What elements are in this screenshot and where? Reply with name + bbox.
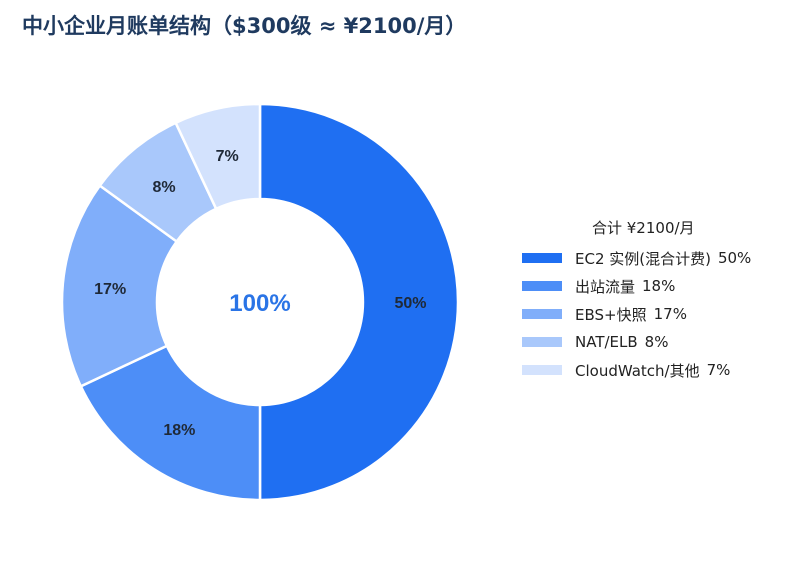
legend-label: EC2 实例(混合计费) (575, 249, 711, 268)
legend-title: 合计 ¥2100/月 (592, 219, 695, 237)
donut-slice-labels: 50% 18% 17% 8% 7% (94, 148, 426, 439)
donut-slices (60, 102, 460, 502)
donut-slice-4 (174, 102, 262, 211)
slice-value-label-2: 17% (94, 281, 126, 298)
legend-value: 8% (644, 333, 669, 351)
legend-label: EBS+快照 (575, 305, 647, 324)
chart-title: 中小企业月账单结构（$300级 ≈ ¥2100/月） (22, 14, 467, 38)
legend-item-4: CloudWatch/其他 7% (522, 356, 751, 384)
donut-slice-0 (258, 102, 460, 502)
center-total-label: 100% (229, 290, 290, 317)
donut-slice-1 (79, 344, 262, 502)
legend-value: 17% (653, 305, 687, 323)
legend-item-2: EBS+快照 17% (522, 300, 751, 328)
legend-value: 18% (642, 277, 676, 295)
legend-item-0: EC2 实例(混合计费) 50% (522, 244, 751, 272)
legend-swatch (522, 365, 562, 375)
legend-value: 50% (717, 249, 752, 267)
legend-label: NAT/ELB (575, 333, 638, 351)
slice-value-label-4: 7% (216, 148, 239, 165)
legend-swatch (522, 309, 562, 319)
legend-value: 7% (706, 361, 731, 379)
slice-value-label-1: 18% (163, 422, 195, 439)
legend-swatch (522, 253, 562, 263)
legend-item-1: 出站流量 18% (522, 272, 751, 300)
legend-swatch (522, 281, 562, 291)
legend-label: 出站流量 (575, 277, 636, 296)
donut-chart: 50% 18% 17% 8% 7% 100% (60, 102, 460, 502)
legend: 合计 ¥2100/月 EC2 实例(混合计费) 50% 出站流量 18% EBS+快照 1… (522, 217, 751, 384)
slice-value-label-3: 8% (153, 179, 176, 196)
legend-swatch (522, 337, 562, 347)
legend-items: EC2 实例(混合计费) 50% 出站流量 18% EBS+快照 17% NAT/ELB 8%… (522, 244, 751, 384)
donut-slice-2 (60, 183, 179, 388)
legend-item-3: NAT/ELB 8% (522, 328, 751, 356)
slice-value-label-0: 50% (394, 295, 426, 312)
legend-label: CloudWatch/其他 (575, 361, 700, 380)
